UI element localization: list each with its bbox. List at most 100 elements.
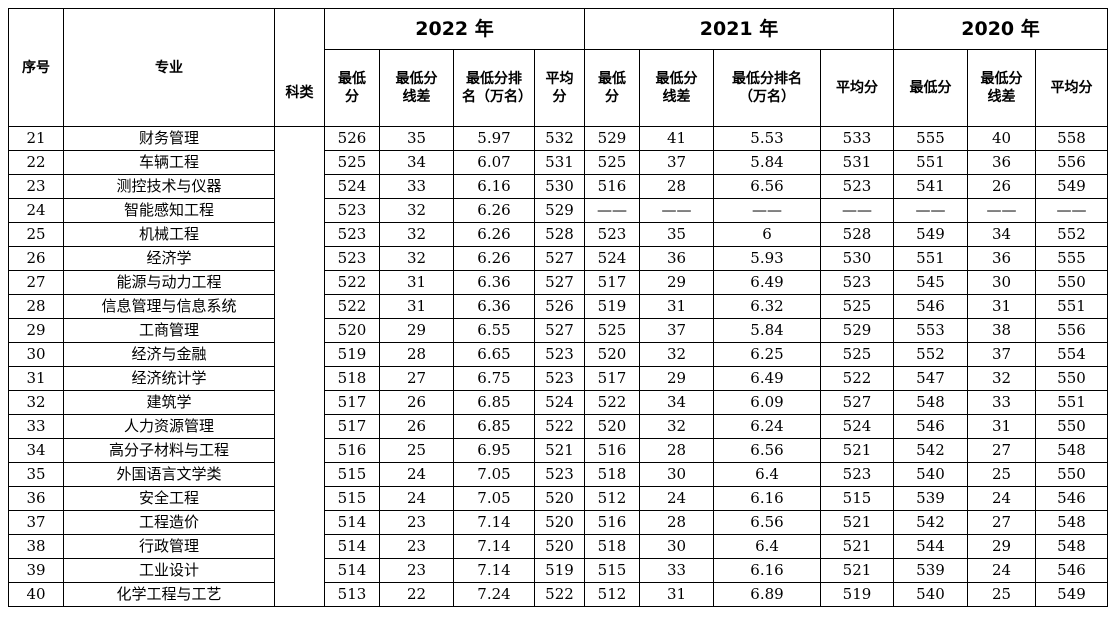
cell-value: 28 <box>639 174 714 199</box>
cell-value: 531 <box>820 150 894 175</box>
table-row: 31 经济统计学 518 27 6.75 523 517 29 6.49 522 547 32 550 <box>8 366 1108 391</box>
cell-value: 31 <box>379 294 454 319</box>
cell-value: 31 <box>639 294 714 319</box>
cell-major: 工商管理 <box>63 318 275 343</box>
cell-seq: 29 <box>8 318 64 343</box>
cell-value: 6.75 <box>453 366 535 391</box>
cell-value: 32 <box>967 366 1036 391</box>
cell-value: 24 <box>639 486 714 511</box>
cell-value: 522 <box>324 270 380 295</box>
cell-major: 财务管理 <box>63 126 275 151</box>
cell-value: 5.93 <box>713 246 821 271</box>
cell-value: 548 <box>1035 534 1108 559</box>
cell-value: 527 <box>820 390 894 415</box>
cell-value: 527 <box>534 318 585 343</box>
cell-value: 539 <box>893 558 968 583</box>
cell-major: 车辆工程 <box>63 150 275 175</box>
cell-seq: 32 <box>8 390 64 415</box>
cell-value: 37 <box>967 342 1036 367</box>
cell-value: 523 <box>820 174 894 199</box>
cell-value: 551 <box>893 246 968 271</box>
cell-value: 512 <box>584 582 640 607</box>
cell-value: 7.14 <box>453 558 535 583</box>
header-year-2020: 2020 年 <box>893 8 1108 50</box>
cell-value: 7.05 <box>453 462 535 487</box>
cell-value: 519 <box>820 582 894 607</box>
cell-value: 32 <box>379 246 454 271</box>
cell-category <box>274 126 325 607</box>
cell-value: 6 <box>713 222 821 247</box>
cell-value: 38 <box>967 318 1036 343</box>
cell-value: 34 <box>967 222 1036 247</box>
cell-value: 514 <box>324 558 380 583</box>
header-seq: 序号 <box>8 8 64 127</box>
cell-seq: 33 <box>8 414 64 439</box>
cell-value: 542 <box>893 510 968 535</box>
cell-value: 524 <box>820 414 894 439</box>
cell-value: 27 <box>967 510 1036 535</box>
cell-value: 525 <box>584 318 640 343</box>
cell-major: 外国语言文学类 <box>63 462 275 487</box>
cell-value: 552 <box>893 342 968 367</box>
cell-value: 28 <box>639 510 714 535</box>
cell-value: 29 <box>639 270 714 295</box>
cell-value: 548 <box>1035 510 1108 535</box>
cell-value: 6.07 <box>453 150 535 175</box>
cell-value: 512 <box>584 486 640 511</box>
cell-major: 人力资源管理 <box>63 414 275 439</box>
cell-value: 540 <box>893 582 968 607</box>
cell-value: 32 <box>379 222 454 247</box>
cell-value: 548 <box>893 390 968 415</box>
cell-value: 28 <box>639 438 714 463</box>
cell-value: —— <box>1035 198 1108 223</box>
cell-seq: 37 <box>8 510 64 535</box>
admission-score-table: 序号 专业 科类 2022 年 2021 年 2020 年 最低分 最低分线差 … <box>8 8 1108 607</box>
cell-value: 542 <box>893 438 968 463</box>
cell-major: 建筑学 <box>63 390 275 415</box>
cell-value: 5.84 <box>713 318 821 343</box>
cell-value: 26 <box>379 390 454 415</box>
cell-value: 31 <box>379 270 454 295</box>
cell-seq: 39 <box>8 558 64 583</box>
header-major: 专业 <box>63 8 275 127</box>
cell-value: 523 <box>820 270 894 295</box>
header-2022-avg: 平均分 <box>534 49 585 127</box>
header-2022-diff: 最低分线差 <box>379 49 454 127</box>
header-2020-avg: 平均分 <box>1035 49 1108 127</box>
cell-value: —— <box>893 198 968 223</box>
cell-major: 机械工程 <box>63 222 275 247</box>
cell-value: 549 <box>1035 582 1108 607</box>
cell-value: 520 <box>534 510 585 535</box>
cell-value: 550 <box>1035 366 1108 391</box>
cell-value: 6.25 <box>713 342 821 367</box>
cell-value: 521 <box>534 438 585 463</box>
table-row: 38 行政管理 514 23 7.14 520 518 30 6.4 521 544 29 548 <box>8 534 1108 559</box>
cell-value: 516 <box>324 438 380 463</box>
cell-value: 6.65 <box>453 342 535 367</box>
cell-value: 523 <box>534 342 585 367</box>
table-row: 36 安全工程 515 24 7.05 520 512 24 6.16 515 539 24 546 <box>8 486 1108 511</box>
cell-value: 6.56 <box>713 510 821 535</box>
cell-value: 520 <box>324 318 380 343</box>
cell-value: 546 <box>1035 558 1108 583</box>
cell-value: 6.85 <box>453 414 535 439</box>
cell-value: 522 <box>584 390 640 415</box>
cell-value: 24 <box>967 558 1036 583</box>
cell-value: 517 <box>584 270 640 295</box>
cell-seq: 30 <box>8 342 64 367</box>
cell-value: 7.24 <box>453 582 535 607</box>
cell-value: 7.14 <box>453 534 535 559</box>
cell-value: 518 <box>584 534 640 559</box>
cell-value: 6.36 <box>453 270 535 295</box>
cell-value: 519 <box>534 558 585 583</box>
cell-value: 549 <box>893 222 968 247</box>
cell-value: 523 <box>534 366 585 391</box>
cell-value: 546 <box>893 414 968 439</box>
cell-value: 35 <box>379 126 454 151</box>
table-row: 30 经济与金融 519 28 6.65 523 520 32 6.25 525 552 37 554 <box>8 342 1108 367</box>
cell-value: 550 <box>1035 462 1108 487</box>
cell-value: 6.16 <box>453 174 535 199</box>
cell-value: 529 <box>584 126 640 151</box>
cell-seq: 23 <box>8 174 64 199</box>
cell-value: 532 <box>534 126 585 151</box>
